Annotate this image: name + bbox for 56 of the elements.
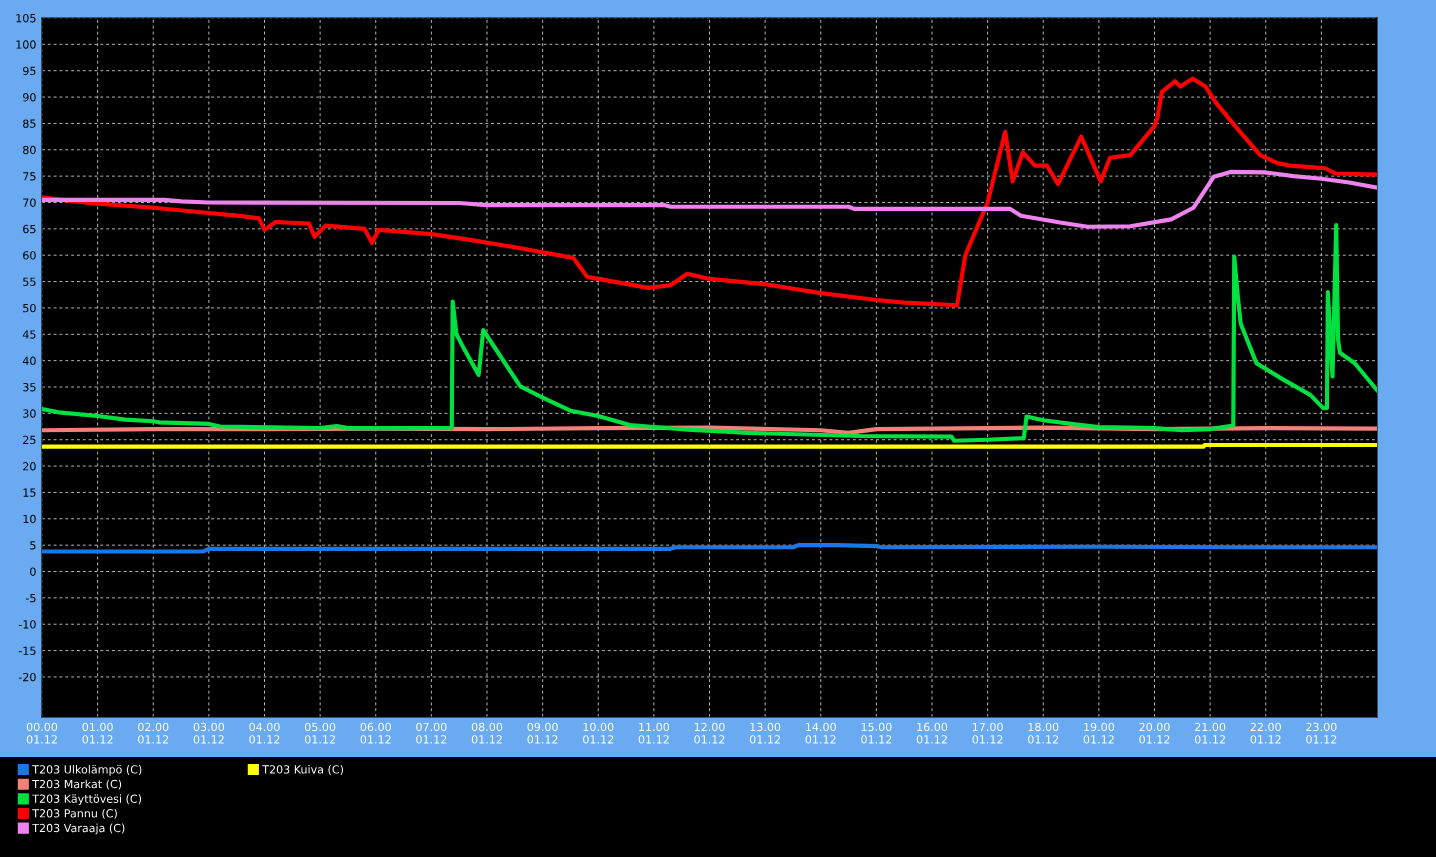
x-tick-label: 20.00 01.12 — [1139, 722, 1170, 744]
x-tick-label: 07.00 01.12 — [416, 722, 447, 744]
x-tick-label: 17.00 01.12 — [972, 722, 1003, 744]
y-tick-label: 75 — [23, 172, 36, 181]
y-tick-label: 70 — [23, 198, 36, 207]
x-tick-label: 02.00 01.12 — [138, 722, 169, 744]
x-tick-label: 06.00 01.12 — [360, 722, 391, 744]
y-tick-label: 80 — [23, 145, 36, 155]
x-tick-label: 14.00 01.12 — [805, 722, 836, 744]
legend-label: T203 Pannu (C) — [32, 808, 117, 819]
x-tick-label: 05.00 01.12 — [304, 722, 336, 744]
y-tick-label: -20 — [18, 672, 36, 682]
x-tick-label: 10.00 01.12 — [583, 722, 614, 744]
x-tick-label: 16.00 01.12 — [916, 722, 948, 744]
x-tick-label: 13.00 01.12 — [749, 722, 781, 744]
y-tick-label: 10 — [23, 514, 36, 524]
y-tick-label: 50 — [23, 303, 36, 313]
x-tick-label: 19.00 01.12 — [1083, 722, 1115, 744]
x-tick-label: 00.00 01.12 — [26, 722, 58, 744]
y-tick-label: 25 — [23, 435, 36, 445]
x-tick-label: 12.00 01.12 — [694, 722, 725, 744]
legend-label: T203 Varaaja (C) — [32, 823, 125, 835]
y-tick-label: 30 — [23, 409, 36, 418]
y-tick-label: 60 — [23, 251, 36, 260]
x-tick-label: 09.00 01.12 — [527, 722, 558, 744]
y-tick-label: 5 — [30, 541, 36, 550]
x-tick-label: 01.00 01.12 — [82, 722, 113, 744]
x-tick-label: 23.00 01.12 — [1306, 722, 1337, 744]
y-tick-label: 55 — [23, 277, 36, 286]
y-tick-label: 35 — [23, 382, 36, 392]
y-tick-label: 85 — [23, 119, 36, 128]
legend-label: T203 Käyttövesi (C) — [32, 794, 142, 806]
y-tick-label: -15 — [18, 646, 36, 655]
legend-label: T203 Kuiva (C) — [262, 765, 343, 775]
x-tick-label: 03.00 01.12 — [193, 722, 225, 744]
y-tick-label: -5 — [25, 593, 36, 603]
y-tick-label: 100 — [16, 40, 36, 49]
x-tick-label: 04.00 01.12 — [249, 722, 280, 744]
y-tick-label: 40 — [22, 356, 36, 366]
y-tick-label: 15 — [23, 488, 36, 497]
x-tick-label: 08.00 01.12 — [471, 722, 503, 744]
x-tick-label: 18.00 01.12 — [1028, 722, 1059, 744]
x-tick-label: 15.00 01.12 — [861, 722, 892, 744]
y-tick-label: 45 — [22, 330, 36, 339]
y-tick-label: 0 — [30, 567, 36, 576]
y-tick-label: 65 — [23, 224, 36, 234]
x-tick-label: 22.00 01.12 — [1250, 722, 1281, 744]
y-tick-label: 90 — [23, 93, 36, 102]
legend-label: T203 Markat (C) — [32, 779, 122, 790]
legend-label: T203 Ulkolämpö (C) — [32, 765, 142, 776]
x-tick-label: 21.00 01.12 — [1194, 722, 1226, 744]
y-tick-label: -10 — [18, 620, 36, 629]
y-tick-label: 20 — [23, 462, 36, 471]
y-tick-label: 95 — [23, 66, 36, 76]
x-tick-label: 11.00 01.12 — [638, 722, 670, 744]
y-tick-label: 105 — [16, 13, 36, 23]
